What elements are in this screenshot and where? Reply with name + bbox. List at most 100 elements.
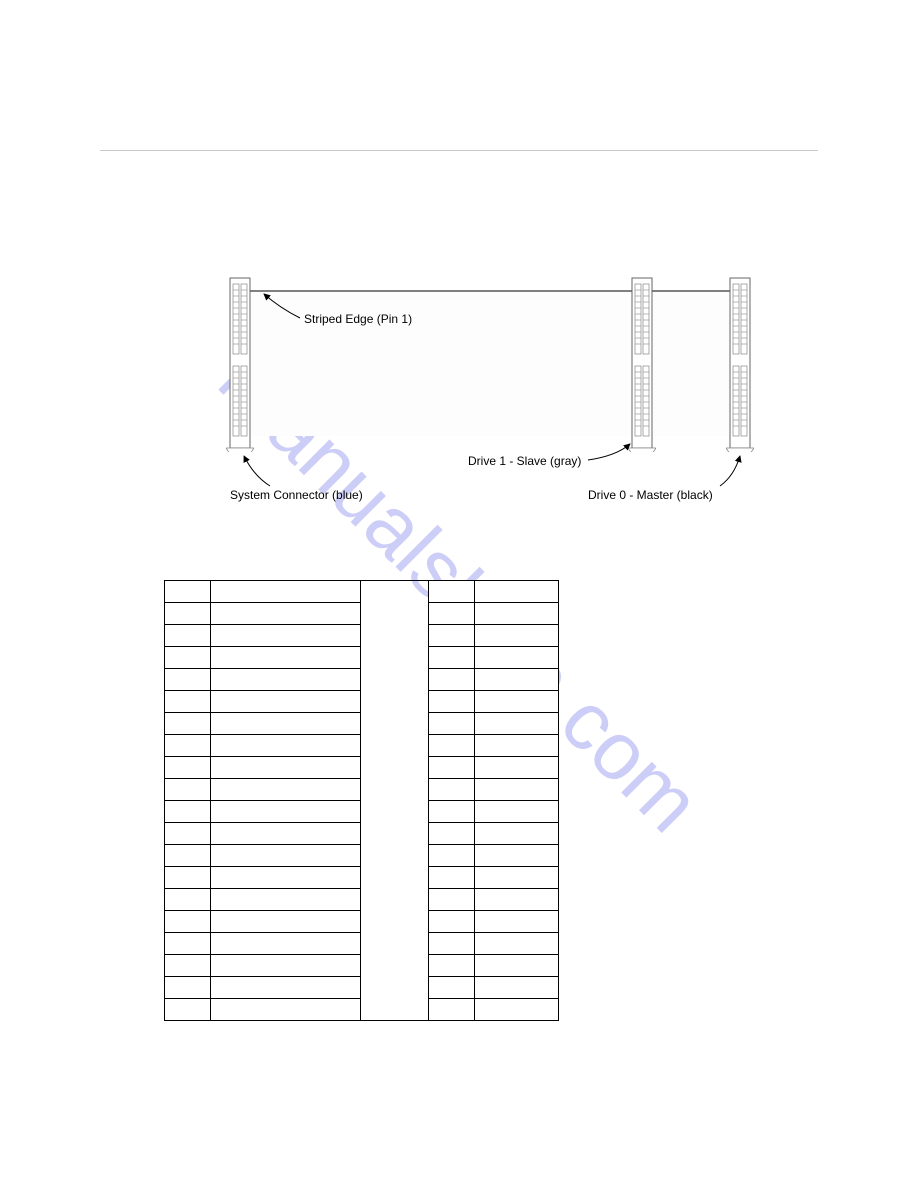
signal-cell <box>475 691 559 713</box>
table-row <box>165 801 559 823</box>
gap-cell <box>361 735 429 757</box>
pin-cell <box>165 779 211 801</box>
gap-cell <box>361 933 429 955</box>
signal-cell <box>211 669 361 691</box>
signal-cell <box>211 757 361 779</box>
gap-cell <box>361 999 429 1021</box>
signal-cell <box>475 823 559 845</box>
signal-cell <box>475 603 559 625</box>
pin-cell <box>429 757 475 779</box>
signal-cell <box>475 845 559 867</box>
signal-cell <box>211 955 361 977</box>
signal-cell <box>211 911 361 933</box>
table-row <box>165 603 559 625</box>
pin-cell <box>429 845 475 867</box>
signal-cell <box>211 581 361 603</box>
table-row <box>165 933 559 955</box>
table-row <box>165 713 559 735</box>
signal-cell <box>211 999 361 1021</box>
pin-cell <box>165 977 211 999</box>
signal-cell <box>211 735 361 757</box>
table-row <box>165 977 559 999</box>
signal-cell <box>211 691 361 713</box>
signal-cell <box>475 647 559 669</box>
gap-cell <box>361 647 429 669</box>
signal-cell <box>475 669 559 691</box>
signal-cell <box>475 757 559 779</box>
signal-cell <box>475 735 559 757</box>
signal-cell <box>475 977 559 999</box>
pin-cell <box>165 735 211 757</box>
pin-cell <box>429 911 475 933</box>
signal-cell <box>211 801 361 823</box>
gap-cell <box>361 581 429 603</box>
pin-cell <box>429 801 475 823</box>
signal-cell <box>211 647 361 669</box>
pin-cell <box>429 955 475 977</box>
gap-cell <box>361 867 429 889</box>
pin-cell <box>165 999 211 1021</box>
signal-cell <box>475 867 559 889</box>
pin-cell <box>165 603 211 625</box>
signal-cell <box>211 823 361 845</box>
pin-cell <box>165 889 211 911</box>
signal-cell <box>211 845 361 867</box>
pin-cell <box>429 713 475 735</box>
table-row <box>165 889 559 911</box>
pin-cell <box>165 823 211 845</box>
pin-cell <box>165 669 211 691</box>
pin-cell <box>165 845 211 867</box>
gap-cell <box>361 977 429 999</box>
signal-cell <box>475 801 559 823</box>
pin-cell <box>429 735 475 757</box>
pin-cell <box>429 889 475 911</box>
pin-cell <box>165 801 211 823</box>
pin-cell <box>429 581 475 603</box>
pinout-table <box>164 580 559 1021</box>
pin-cell <box>429 603 475 625</box>
master-connector-icon <box>726 276 754 452</box>
gap-cell <box>361 691 429 713</box>
pin-cell <box>165 955 211 977</box>
pin-cell <box>429 647 475 669</box>
label-striped-edge: Striped Edge (Pin 1) <box>304 312 412 326</box>
pin-cell <box>429 933 475 955</box>
pin-cell <box>165 647 211 669</box>
table-row <box>165 757 559 779</box>
gap-cell <box>361 801 429 823</box>
table-row <box>165 625 559 647</box>
table-row <box>165 867 559 889</box>
gap-cell <box>361 625 429 647</box>
pin-cell <box>165 581 211 603</box>
table-row <box>165 735 559 757</box>
pin-cell <box>165 911 211 933</box>
gap-cell <box>361 823 429 845</box>
label-system-connector: System Connector (blue) <box>230 488 363 502</box>
signal-cell <box>211 977 361 999</box>
signal-cell <box>211 889 361 911</box>
signal-cell <box>211 603 361 625</box>
gap-cell <box>361 845 429 867</box>
pin-cell <box>165 691 211 713</box>
pin-cell <box>429 867 475 889</box>
signal-cell <box>475 581 559 603</box>
gap-cell <box>361 889 429 911</box>
gap-cell <box>361 603 429 625</box>
signal-cell <box>475 955 559 977</box>
signal-cell <box>211 867 361 889</box>
gap-cell <box>361 669 429 691</box>
signal-cell <box>211 713 361 735</box>
signal-cell <box>475 713 559 735</box>
signal-cell <box>211 933 361 955</box>
table-row <box>165 845 559 867</box>
pin-cell <box>429 691 475 713</box>
signal-cell <box>475 625 559 647</box>
pin-cell <box>165 933 211 955</box>
pin-cell <box>165 867 211 889</box>
label-drive0-master: Drive 0 - Master (black) <box>588 488 713 502</box>
table-row <box>165 955 559 977</box>
table-row <box>165 823 559 845</box>
signal-cell <box>475 933 559 955</box>
pin-cell <box>429 823 475 845</box>
pin-cell <box>429 977 475 999</box>
